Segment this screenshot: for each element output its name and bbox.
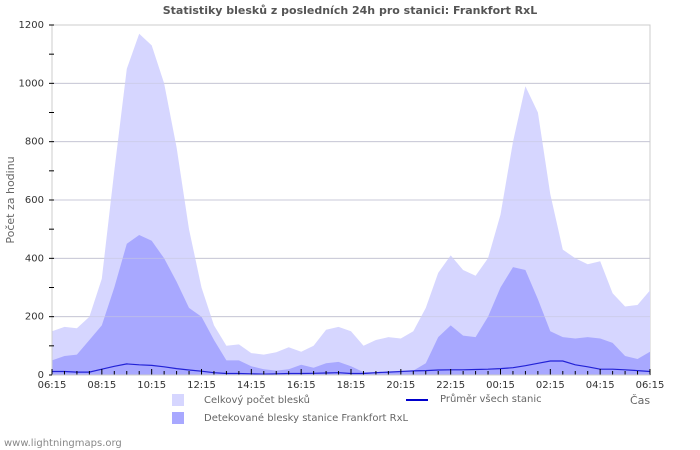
- x-tick-label: 08:15: [87, 380, 116, 391]
- x-tick-label: 12:15: [187, 380, 216, 391]
- y-tick-label: 400: [25, 253, 44, 264]
- x-tick-label: 22:15: [436, 380, 465, 391]
- x-tick-label: 16:15: [287, 380, 316, 391]
- x-tick-label: 06:15: [636, 380, 665, 391]
- legend-detected: Detekované blesky stanice Frankfort RxL: [172, 412, 408, 424]
- x-tick-label: 02:15: [536, 380, 565, 391]
- x-tick-label: 18:15: [337, 380, 366, 391]
- legend-label-total: Celkový počet blesků: [204, 394, 311, 406]
- y-tick-label: 1000: [19, 78, 44, 89]
- x-tick-label: 00:15: [486, 380, 515, 391]
- x-tick-label: 04:15: [586, 380, 615, 391]
- x-tick-label: 14:15: [237, 380, 266, 391]
- y-tick-label: 600: [25, 195, 44, 206]
- y-tick-label: 0: [38, 370, 44, 381]
- y-tick-label: 1200: [19, 20, 44, 31]
- x-tick-label: 10:15: [137, 380, 166, 391]
- y-tick-label: 200: [25, 312, 44, 323]
- legend-line-average: [406, 398, 428, 401]
- legend-label-detected: Detekované blesky stanice Frankfort RxL: [204, 412, 409, 424]
- legend-label-average: Průměr všech stanic: [440, 394, 542, 405]
- area-series-1: [52, 235, 650, 375]
- legend-average: Průměr všech stanic: [406, 394, 542, 405]
- legend-total: Celkový počet blesků: [172, 394, 310, 406]
- y-axis-label: Počet za hodinu: [4, 156, 17, 243]
- legend-swatch-detected: [172, 412, 184, 424]
- x-tick-label: 06:15: [38, 380, 67, 391]
- x-axis-label: Čas: [630, 394, 651, 407]
- footer-link[interactable]: www.lightningmaps.org: [4, 438, 122, 449]
- chart-title: Statistiky blesků z posledních 24h pro s…: [162, 4, 538, 17]
- x-tick-label: 20:15: [386, 380, 415, 391]
- legend-swatch-total: [172, 394, 184, 406]
- y-tick-label: 800: [25, 137, 44, 148]
